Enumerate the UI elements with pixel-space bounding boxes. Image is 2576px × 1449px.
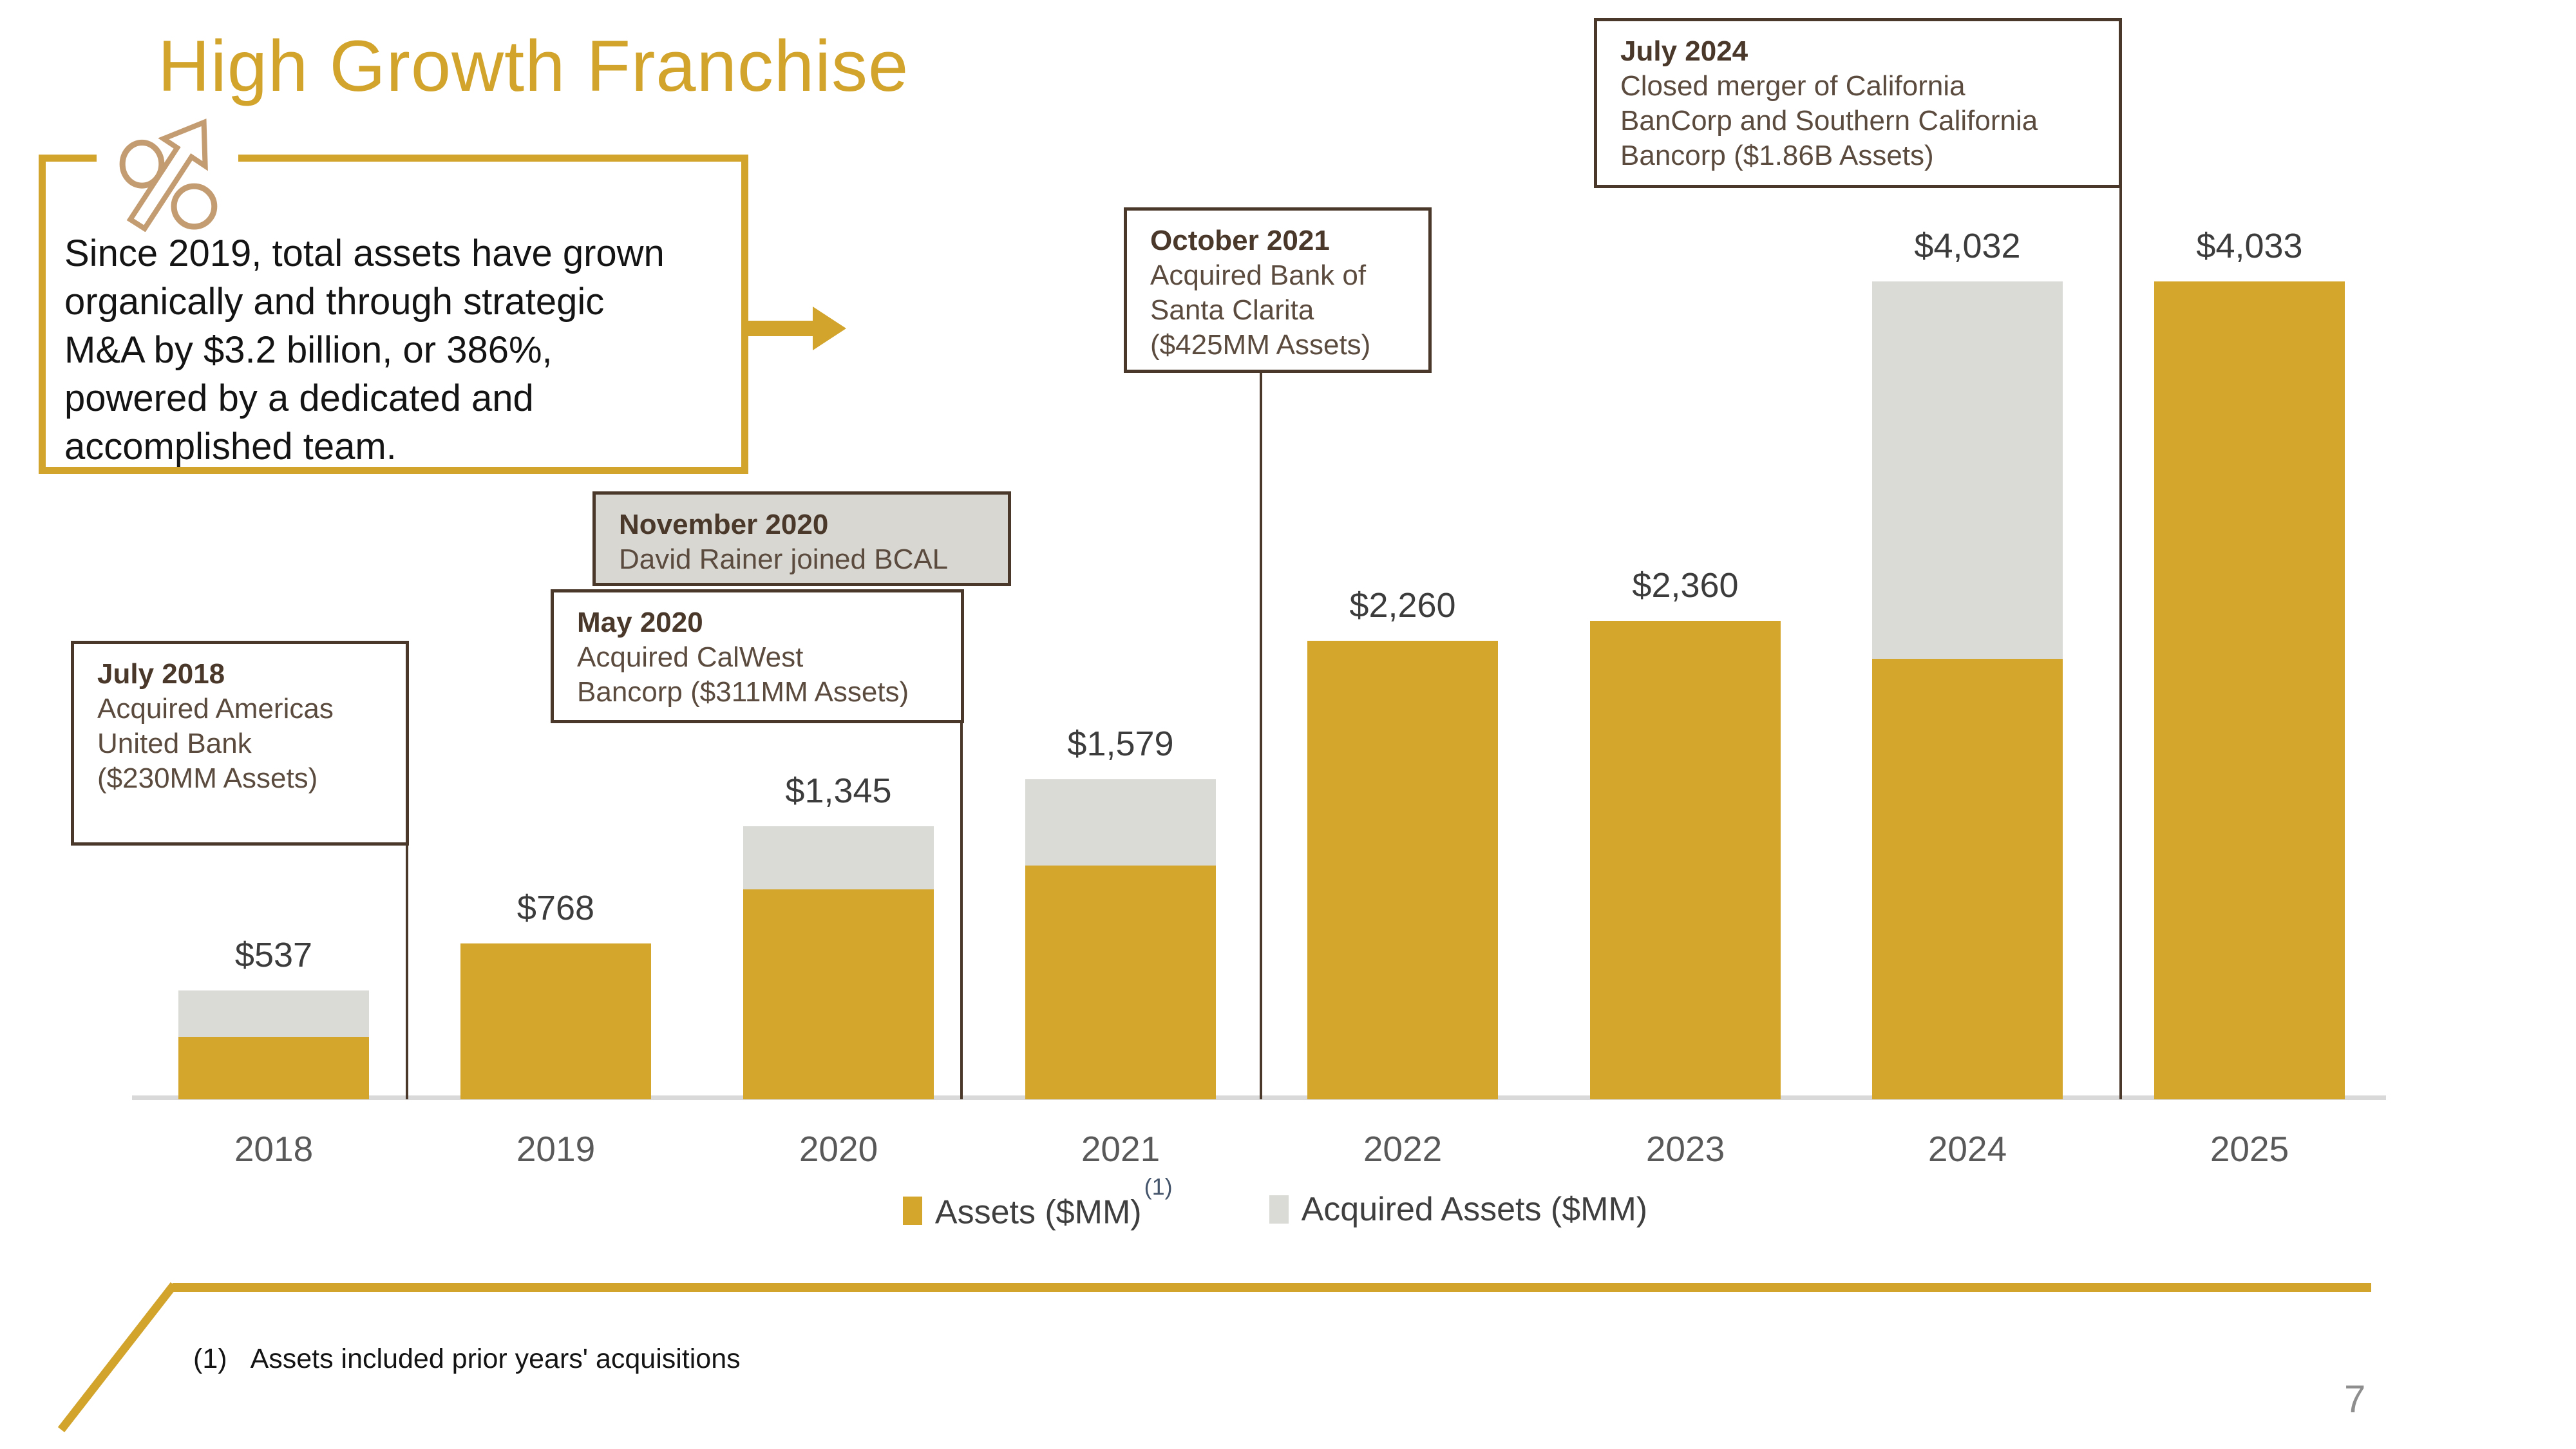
connector-july-2018 (406, 845, 408, 1099)
text-line: Since 2019, total assets have grown (64, 232, 665, 274)
bar-value-label-2022: $2,260 (1349, 586, 1456, 625)
highlight-text: Since 2019, total assets have grown organ… (64, 229, 734, 471)
x-axis-label-2018: 2018 (234, 1129, 314, 1169)
text-line: Acquired Americas (97, 693, 334, 724)
callout-body: Acquired Bank of Santa Clarita ($425MM Ass… (1150, 258, 1405, 363)
legend-swatch-acquired-assets (1269, 1195, 1289, 1224)
callout-july-2018: July 2018 Acquired Americas United Bank ($… (71, 641, 409, 846)
bar-value-label-2020: $1,345 (785, 772, 892, 810)
chart-legend: Assets ($MM)(1) Acquired Assets ($MM) (773, 1173, 1777, 1231)
callout-october-2021: October 2021 Acquired Bank of Santa Clari… (1124, 207, 1432, 373)
text-line: ($230MM Assets) (97, 762, 318, 794)
page-title: High Growth Franchise (158, 26, 909, 106)
bar-value-label-2024: $4,032 (1914, 227, 2021, 265)
text-line: David Rainer joined BCAL (619, 544, 949, 575)
x-axis-label-2019: 2019 (516, 1129, 596, 1169)
x-axis-label-2025: 2025 (2210, 1129, 2289, 1169)
x-axis-label-2021: 2021 (1081, 1129, 1160, 1169)
callout-may-2020: May 2020 Acquired CalWest Bancorp ($311MM… (551, 589, 964, 723)
text-line: organically and through strategic (64, 281, 605, 323)
bar-value-label-2021: $1,579 (1067, 724, 1174, 763)
bar-2021-assets (1025, 866, 1216, 1099)
text-line: Bancorp ($1.86B Assets) (1620, 140, 1934, 171)
bar-2024-assets (1872, 659, 2063, 1099)
text-line: powered by a dedicated and (64, 377, 534, 419)
bar-2020-assets (743, 889, 934, 1099)
connector-july-2024 (2119, 187, 2122, 1099)
connector-may-2020 (960, 723, 963, 1099)
page-number: 7 (2344, 1378, 2366, 1421)
bar-value-label-2023: $2,360 (1632, 566, 1739, 605)
callout-title: July 2018 (97, 658, 225, 690)
text-line: ($425MM Assets) (1150, 329, 1371, 361)
text-line: Acquired CalWest (577, 641, 804, 673)
bar-2019-assets (460, 943, 651, 1099)
text-line: M&A by $3.2 billion, or 386%, (64, 329, 553, 371)
bar-value-label-2019: $768 (516, 889, 595, 927)
callout-body: Acquired Americas United Bank ($230MM Asse… (97, 692, 383, 796)
callout-july-2024: July 2024 Closed merger of California Ban… (1594, 18, 2122, 188)
x-axis-label-2022: 2022 (1363, 1129, 1443, 1169)
legend-superscript: (1) (1144, 1173, 1173, 1200)
connector-october-2021 (1260, 372, 1262, 1099)
bar-2020-acquired-assets (743, 826, 934, 889)
bar-2022-assets (1307, 641, 1498, 1099)
footer-gold-line (173, 1283, 2371, 1292)
callout-november-2020: November 2020 David Rainer joined BCAL (592, 491, 1011, 586)
callout-title: May 2020 (577, 607, 703, 638)
x-axis-label-2023: 2023 (1645, 1129, 1725, 1169)
legend-item-assets: Assets ($MM)(1) (902, 1173, 1173, 1231)
footer-diagonal-line (57, 1282, 178, 1432)
footnote-text: Assets included prior years' acquisition… (250, 1343, 741, 1374)
text-line: accomplished team. (64, 426, 397, 468)
text-line: BanCorp and Southern California (1620, 105, 2038, 137)
bar-2018-assets (178, 1037, 369, 1099)
text-line: United Bank (97, 728, 252, 759)
x-axis-label-2020: 2020 (799, 1129, 878, 1169)
bar-2024-acquired-assets (1872, 281, 2063, 659)
text-line: Bancorp ($311MM Assets) (577, 676, 909, 708)
legend-label-assets: Assets ($MM)(1) (934, 1173, 1173, 1231)
callout-title: October 2021 (1150, 225, 1330, 256)
callout-body: Closed merger of California BanCorp and S… (1620, 69, 2096, 173)
bar-2023-assets (1590, 621, 1781, 1099)
legend-label-acquired-assets: Acquired Assets ($MM) (1301, 1191, 1648, 1228)
bar-2021-acquired-assets (1025, 779, 1216, 866)
bar-2018-acquired-assets (178, 990, 369, 1037)
percent-growth-arrow-icon (119, 118, 218, 232)
legend-item-acquired-assets: Acquired Assets ($MM) (1269, 1190, 1648, 1229)
x-axis-label-2024: 2024 (1927, 1129, 2007, 1169)
x-axis-line (132, 1095, 2386, 1100)
arrow-right-icon (748, 307, 846, 350)
text-line: Santa Clarita (1150, 294, 1314, 326)
callout-body: David Rainer joined BCAL (619, 542, 985, 577)
callout-body: Acquired CalWest Bancorp ($311MM Assets) (577, 640, 938, 710)
bar-2025-assets (2154, 281, 2345, 1099)
footnote: (1) Assets included prior years' acquisit… (193, 1343, 741, 1375)
bar-value-label-2018: $537 (234, 936, 313, 974)
text-line: Closed merger of California (1620, 70, 1965, 102)
callout-title: November 2020 (619, 509, 829, 540)
text-line: Acquired Bank of (1150, 260, 1367, 291)
bar-value-label-2025: $4,033 (2196, 227, 2303, 265)
legend-swatch-assets (902, 1197, 922, 1226)
callout-title: July 2024 (1620, 35, 1748, 67)
footnote-marker: (1) (193, 1343, 227, 1374)
